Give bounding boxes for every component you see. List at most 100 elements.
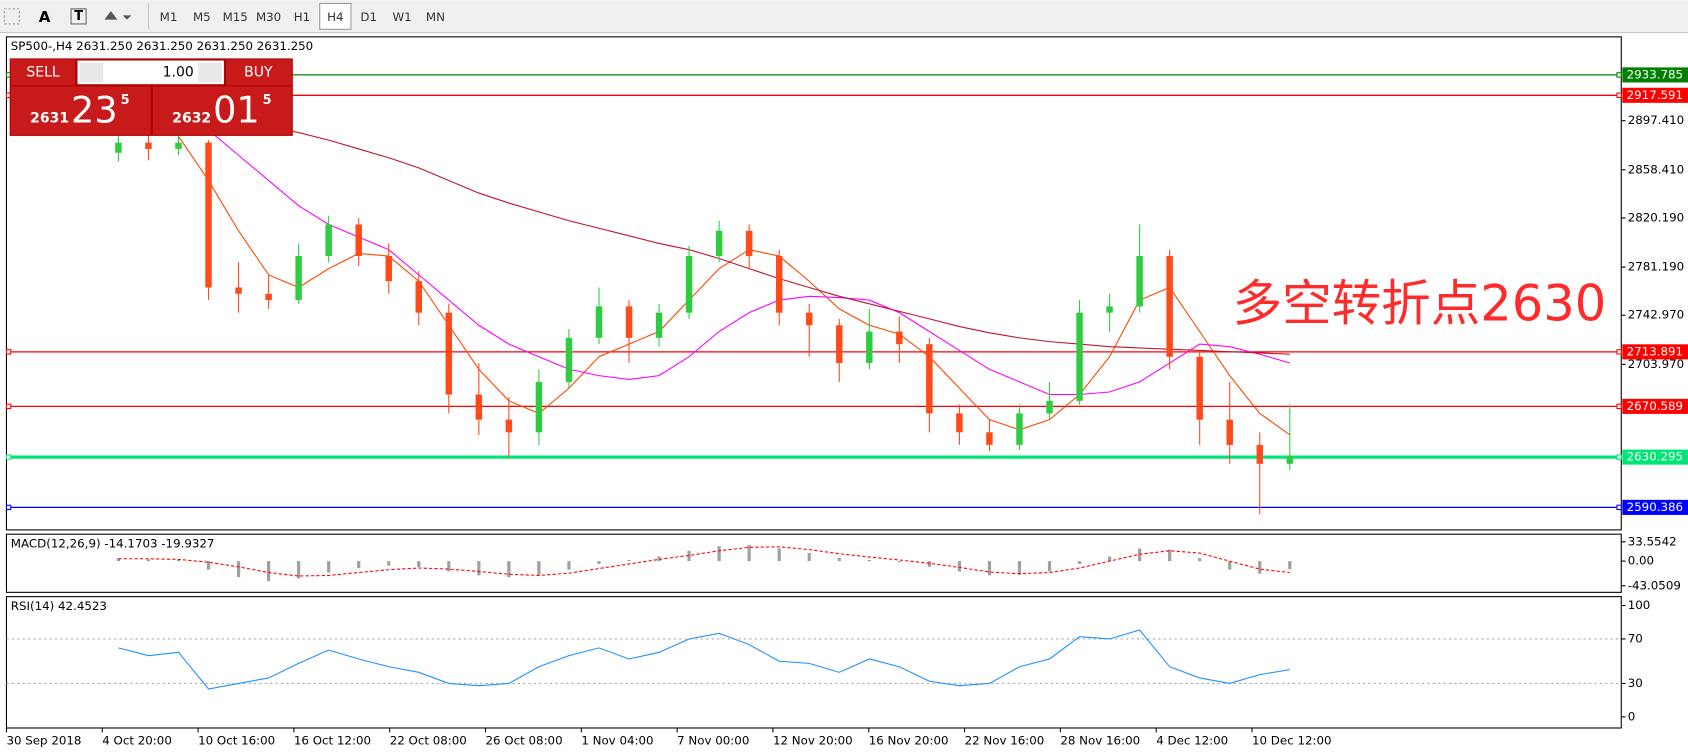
- candle-body: [325, 224, 332, 256]
- rsi-line: [118, 629, 1290, 690]
- text-tool[interactable]: A: [39, 8, 51, 26]
- lot-up[interactable]: [198, 62, 222, 83]
- crosshair-tool[interactable]: [3, 8, 20, 25]
- y-tick-label: 2858.410: [1628, 162, 1684, 176]
- candle-body: [685, 255, 693, 313]
- ask-big: 2632: [172, 111, 211, 127]
- sell-button[interactable]: [10, 59, 76, 86]
- candle-body: [295, 255, 302, 301]
- macd-signal: [118, 546, 1290, 577]
- timeframe-button[interactable]: W1: [392, 10, 411, 24]
- lot-down[interactable]: [79, 62, 104, 83]
- candle-body: [836, 325, 843, 364]
- candle-body: [415, 281, 422, 313]
- moving-average: [178, 136, 1291, 436]
- lot-value: 1.00: [163, 64, 194, 80]
- candle-body: [1076, 312, 1083, 401]
- macd-panel: [5, 533, 1622, 593]
- price-label-bg: [1622, 87, 1688, 103]
- price-label: 2670.589: [1627, 399, 1683, 413]
- x-tick-label: 4 Dec 12:00: [1156, 733, 1228, 747]
- price-label: 2590.386: [1627, 500, 1683, 514]
- shapes-tool[interactable]: [104, 11, 132, 20]
- y-tick-label: 30: [1628, 676, 1643, 690]
- bid-big: 2631: [30, 111, 69, 127]
- label-tool[interactable]: [70, 8, 87, 25]
- candle-body: [1286, 456, 1294, 464]
- candle-body: [986, 432, 993, 445]
- price-line-handle: [5, 454, 12, 460]
- candle-body: [745, 230, 753, 256]
- timeframe-button[interactable]: M1: [160, 10, 178, 24]
- annotation: 多空转折点2630: [1233, 275, 1607, 333]
- y-tick-label: 33.5542: [1628, 534, 1677, 548]
- x-tick-label: 10 Dec 12:00: [1252, 733, 1332, 747]
- timeframe-button[interactable]: H4: [327, 10, 343, 24]
- y-tick-label: 2781.190: [1628, 260, 1684, 274]
- sell-label: SELL: [26, 64, 60, 80]
- bid-pips: 23: [71, 89, 118, 132]
- price-label-bg: [1622, 449, 1688, 465]
- y-tick-label: 2703.970: [1628, 357, 1684, 371]
- x-tick-label: 16 Oct 12:00: [294, 733, 371, 747]
- trade-panel: SELL 1.00 BUY 2631 23 5 2632 01 5: [9, 58, 293, 136]
- x-tick-label: 4 Oct 20:00: [102, 733, 172, 747]
- price-line-handle: [5, 349, 12, 355]
- x-tick-label: 22 Nov 16:00: [965, 733, 1045, 747]
- candle-body: [115, 142, 122, 153]
- y-tick-label: 2820.190: [1628, 210, 1684, 224]
- candle-body: [475, 394, 483, 420]
- candle-body: [1106, 306, 1113, 313]
- bid-box[interactable]: [10, 86, 151, 135]
- timeframe-button[interactable]: MN: [426, 10, 445, 24]
- candle-body: [175, 142, 182, 149]
- candle-body: [805, 312, 813, 326]
- candle-body: [505, 419, 513, 433]
- candle-body: [145, 142, 152, 149]
- drawing-tools: A T: [3, 3, 150, 30]
- price-label: 2713.891: [1627, 344, 1683, 358]
- candle-body: [956, 413, 963, 433]
- price-line-handle: [5, 403, 12, 410]
- candle-body: [625, 306, 633, 338]
- price-line-handle: [1616, 92, 1622, 98]
- candle-body: [265, 293, 272, 301]
- ask-pips: 01: [213, 89, 260, 132]
- candle-body: [1196, 356, 1203, 420]
- candle-body: [866, 331, 873, 364]
- buy-button[interactable]: [226, 59, 292, 86]
- price-line-handle: [1616, 72, 1622, 78]
- y-tick-label: 0.00: [1628, 554, 1654, 568]
- candle-body: [655, 312, 663, 338]
- price-line-handle: [1616, 403, 1622, 410]
- y-tick-label: 0: [1628, 709, 1636, 723]
- candle-body: [1226, 419, 1233, 445]
- lot-input[interactable]: [77, 60, 224, 85]
- timeframe-button[interactable]: M5: [193, 10, 211, 24]
- timeframe-bar: M1 M5 M15 M30 H1 H4 D1 W1 MN: [160, 2, 445, 30]
- panel-title: SP500-,H4 2631.250 2631.250 2631.250 263…: [11, 39, 313, 53]
- candle-body: [565, 337, 573, 382]
- candle-body: [775, 255, 783, 313]
- x-tick-label: 30 Sep 2018: [6, 733, 81, 747]
- price-label: 2933.785: [1627, 67, 1683, 81]
- ask-box[interactable]: [152, 86, 292, 135]
- timeframe-button[interactable]: H1: [294, 10, 310, 24]
- candle-body: [535, 381, 543, 433]
- candle-body: [1166, 255, 1173, 357]
- candle-body: [1256, 444, 1263, 464]
- ask-frac: 5: [263, 93, 272, 108]
- timeframe-button[interactable]: M15: [223, 10, 248, 24]
- timeframe-button[interactable]: D1: [360, 10, 377, 24]
- price-line-handle: [5, 504, 12, 511]
- timeframe-active: [319, 2, 352, 30]
- y-tick-label: 100: [1628, 598, 1651, 612]
- price-label-bg: [1622, 398, 1688, 414]
- y-tick-label: 2742.970: [1628, 308, 1684, 322]
- price-label-bg: [1622, 344, 1688, 360]
- candle-body: [355, 224, 362, 256]
- timeframe-button[interactable]: M30: [256, 10, 281, 24]
- candle-body: [715, 230, 723, 256]
- x-tick-label: 12 Nov 20:00: [773, 733, 853, 747]
